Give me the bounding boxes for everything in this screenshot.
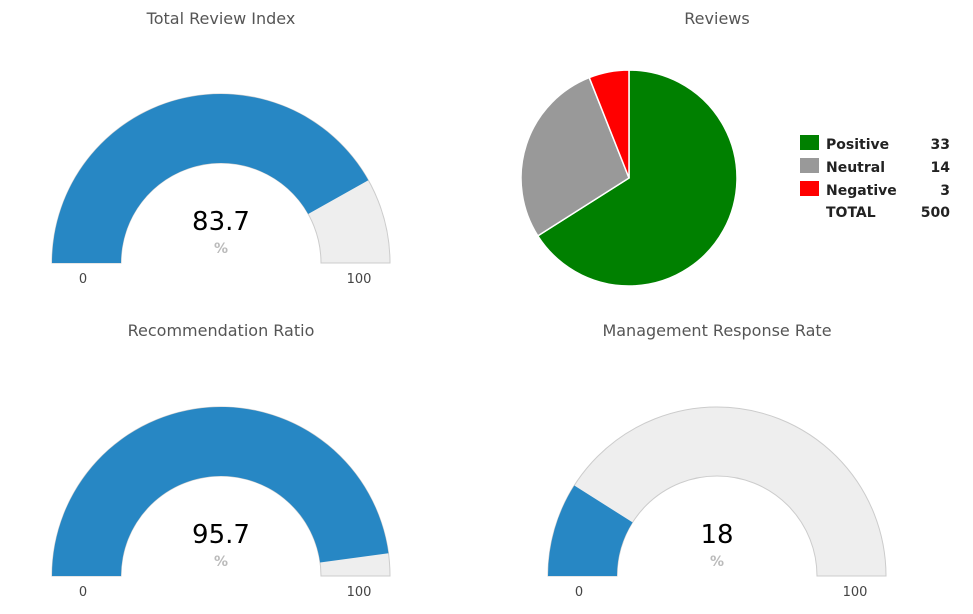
gauge-max-label: 100 [347,272,372,287]
gauge-max-label: 100 [347,585,372,600]
gauge-min-label: 0 [79,585,87,600]
pie-chart-reviews: Reviews Positive 33 Neutral 14 Negative 3 TOTAL… [520,9,950,287]
legend-total-label: TOTAL [826,205,876,221]
gauge-value-arc [52,407,389,576]
gauge-value-arc [548,485,633,576]
gauge-unit: % [710,554,724,570]
legend-total-value: 500 [921,205,950,221]
gauge-min-label: 0 [575,585,583,600]
pie-slice-positive[interactable] [536,69,738,287]
legend-value: 14 [931,160,951,176]
legend-label: Positive [826,137,889,153]
legend-item-negative[interactable]: Negative 3 [800,181,950,199]
pie-slice-neutral[interactable] [520,76,630,237]
gauge-unit: % [214,554,228,570]
legend-value: 33 [931,137,950,153]
gauge-value: 95.7 [192,520,250,550]
gauge-total-review-index: Total Review Index 83.7% 0 100 [51,9,391,287]
legend-value: 3 [940,183,950,199]
gauge-title: Management Response Rate [602,321,831,340]
pie-slice-negative[interactable] [588,69,630,179]
gauge-recommendation-ratio: Recommendation Ratio 95.7% 0 100 [51,321,391,600]
gauge-management-response-rate: Management Response Rate 18% 0 100 [547,321,887,600]
legend-label: Negative [826,183,897,199]
pie-title: Reviews [684,9,749,28]
gauge-value: 83.7 [192,207,250,237]
gauge-title: Recommendation Ratio [128,321,315,340]
gauge-track [547,406,887,577]
legend-item-positive[interactable]: Positive 33 [800,135,950,153]
gauge-value-arc [52,94,369,263]
legend-swatch [800,181,819,196]
legend-item-neutral[interactable]: Neutral 14 [800,158,950,176]
gauge-min-label: 0 [79,272,87,287]
legend-swatch [800,135,819,150]
legend-label: Neutral [826,160,885,176]
gauge-value: 18 [700,520,733,550]
pie-legend: Positive 33 Neutral 14 Negative 3 TOTAL 500 [800,135,950,221]
gauge-unit: % [214,241,228,257]
legend-swatch [800,158,819,173]
gauge-title: Total Review Index [146,9,296,28]
gauge-max-label: 100 [843,585,868,600]
